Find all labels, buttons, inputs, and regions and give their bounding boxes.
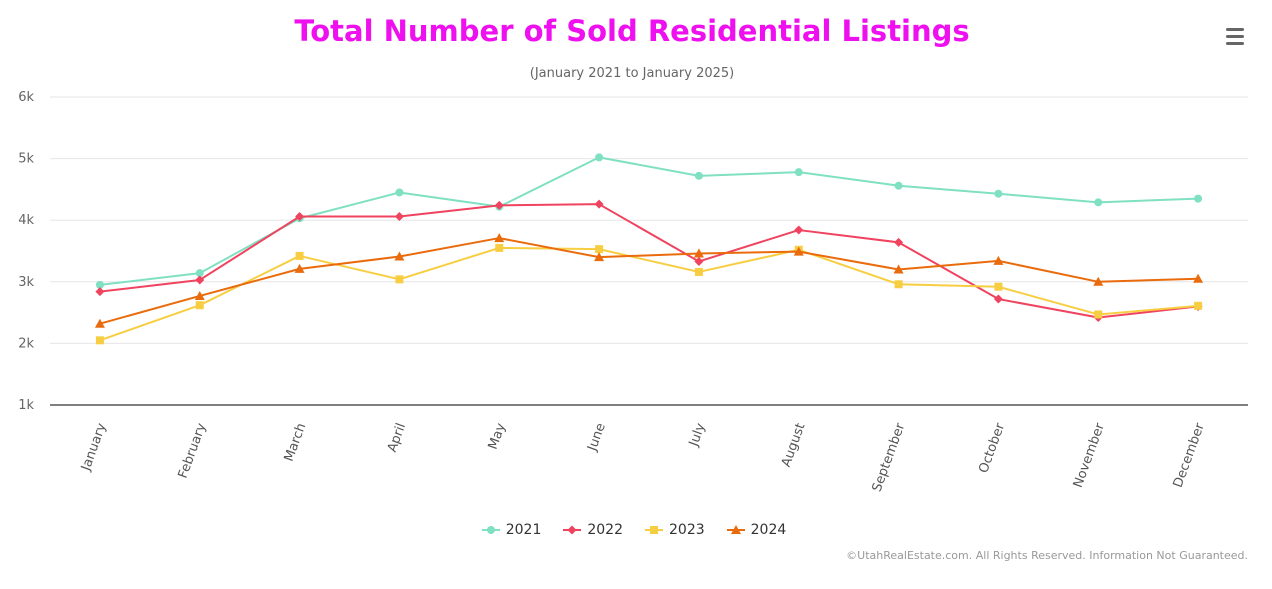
x-tick-label: April [385,421,409,454]
legend-item-2022[interactable]: 2022 [563,522,623,538]
data-point-2024[interactable] [94,318,105,328]
data-point-2021[interactable] [794,168,803,177]
x-tick-label: October [976,421,1008,476]
series-line-2021 [99,156,1199,286]
hamburger-menu-icon[interactable] [1224,28,1246,48]
data-point-2021[interactable] [95,280,104,289]
y-axis: 1k 2k 3k 4k 5k 6k [18,90,34,413]
data-point-2021[interactable] [1094,198,1103,207]
series-line-2024 [99,237,1199,325]
data-point-2024[interactable] [394,251,405,261]
legend-marker[interactable] [567,525,577,535]
data-point-2022[interactable] [993,294,1003,304]
data-point-2023[interactable] [1194,301,1203,310]
series-line-2022 [99,203,1199,319]
x-tick-label: July [686,421,709,449]
x-tick-label: December [1171,421,1208,490]
grid-lines [50,96,1248,344]
data-point-2024[interactable] [893,264,904,274]
data-point-2022[interactable] [794,225,804,235]
series-line-2023 [99,246,1199,342]
data-point-2024[interactable] [294,263,305,273]
data-point-2023[interactable] [395,275,404,284]
data-point-2023[interactable] [295,251,304,260]
x-tick-label: March [282,421,310,463]
data-point-2022[interactable] [195,275,205,285]
legend-label: 2023 [669,522,705,538]
data-point-2021[interactable] [195,269,204,278]
legend-item-2021[interactable]: 2021 [481,522,542,538]
data-point-2023[interactable] [495,243,504,252]
legend-marker[interactable] [730,525,741,534]
legend: 2021 2022 2023 2024 [0,522,1268,538]
y-tick-label: 3k [18,275,34,290]
square-marker-icon [645,526,663,534]
data-point-2024[interactable] [693,248,704,258]
data-point-2021[interactable] [994,189,1003,198]
data-point-2022[interactable] [894,237,904,247]
data-point-2024[interactable] [594,252,605,262]
series-2024 [94,233,1204,328]
data-point-2023[interactable] [195,301,204,310]
legend-marker[interactable] [650,526,658,534]
data-point-2022[interactable] [295,212,305,222]
chart-title: Total Number of Sold Residential Listing… [294,14,970,48]
data-point-2022[interactable] [594,199,604,209]
x-tick-label: January [78,421,109,474]
triangle-marker-icon [726,525,745,534]
data-point-2022[interactable] [394,212,404,222]
series-group [94,153,1204,345]
chart-subtitle: (January 2021 to January 2025) [529,66,735,81]
data-point-2024[interactable] [1193,273,1204,283]
legend-marker[interactable] [486,526,495,534]
y-tick-label: 1k [18,398,34,413]
x-axis: January February March April May June July Augu… [50,404,1248,494]
data-point-2022[interactable] [95,287,105,297]
x-tick-label: May [486,421,509,452]
y-tick-label: 2k [18,336,34,351]
legend-item-2024[interactable]: 2024 [726,522,787,538]
x-tick-label: February [176,421,210,481]
credits-text: ©UtahRealEstate.com. All Rights Reserved… [846,549,1248,562]
diamond-marker-icon [563,525,582,535]
x-tick-label: June [585,421,609,454]
line-chart: 1k 2k 3k 4k 5k 6k January February March April Ma… [18,90,1248,494]
data-point-2021[interactable] [694,171,703,180]
data-point-2023[interactable] [1094,310,1103,319]
data-point-2021[interactable] [1194,194,1203,203]
y-tick-label: 4k [18,213,34,228]
data-point-2022[interactable] [694,256,704,266]
data-point-2024[interactable] [494,233,505,243]
series-2023 [95,243,1203,345]
legend-item-2023[interactable]: 2023 [645,522,705,538]
data-point-2023[interactable] [994,282,1003,291]
x-tick-label: November [1071,421,1108,490]
data-point-2024[interactable] [1093,276,1104,286]
data-point-2022[interactable] [494,200,504,210]
data-point-2023[interactable] [694,267,703,276]
x-tick-label: August [779,421,809,469]
data-point-2021[interactable] [395,188,404,197]
data-point-2023[interactable] [595,245,604,254]
legend-label: 2024 [750,522,787,538]
x-tick-label: September [870,421,909,494]
data-point-2021[interactable] [595,153,604,162]
y-tick-label: 5k [18,152,34,167]
data-point-2024[interactable] [793,246,804,256]
data-point-2021[interactable] [894,181,903,190]
circle-marker-icon [481,526,500,534]
data-point-2023[interactable] [95,336,104,345]
legend-label: 2022 [587,522,623,538]
y-tick-label: 6k [18,90,34,105]
legend-label: 2021 [505,522,542,538]
data-point-2023[interactable] [894,280,903,289]
data-point-2024[interactable] [194,290,205,300]
data-point-2024[interactable] [993,255,1004,265]
